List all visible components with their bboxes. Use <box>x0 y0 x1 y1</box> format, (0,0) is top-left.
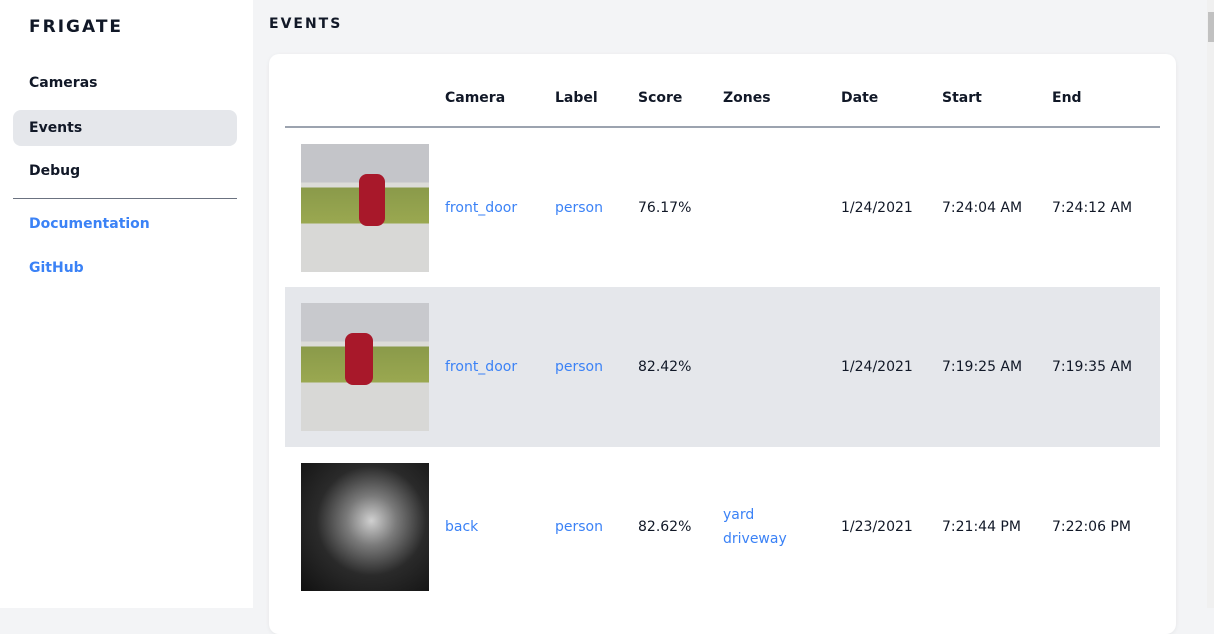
page-title: EVENTS <box>269 16 343 32</box>
label-link[interactable]: person <box>555 519 603 535</box>
end-time: 7:22:06 PM <box>1052 519 1131 535</box>
events-card: Camera Label Score Zones Date Start End … <box>269 54 1176 634</box>
scrollbar[interactable] <box>1207 0 1214 608</box>
scrollbar-thumb[interactable] <box>1208 12 1214 42</box>
table-row[interactable]: front_door person 76.17% 1/24/2021 7:24:… <box>285 127 1160 287</box>
events-table: Camera Label Score Zones Date Start End … <box>285 54 1160 607</box>
col-start: Start <box>942 54 1052 128</box>
date: 1/23/2021 <box>841 519 913 535</box>
end-time: 7:19:35 AM <box>1052 287 1160 447</box>
start-time: 7:21:44 PM <box>942 519 1021 535</box>
documentation-link[interactable]: Documentation <box>29 216 150 232</box>
start-time: 7:19:25 AM <box>942 287 1052 447</box>
sidebar-item-cameras[interactable]: Cameras <box>29 75 98 91</box>
label-link[interactable]: person <box>555 287 638 447</box>
label-link[interactable]: person <box>555 199 603 216</box>
event-thumbnail[interactable] <box>301 463 429 591</box>
sidebar-item-debug[interactable]: Debug <box>29 163 81 179</box>
start-time: 7:24:04 AM <box>942 199 1023 216</box>
zones <box>723 127 841 287</box>
col-zones: Zones <box>723 54 841 128</box>
camera-link[interactable]: front_door <box>445 199 518 216</box>
sidebar: FRIGATE Cameras Events Debug Documentati… <box>0 0 253 608</box>
end-time: 7:24:12 AM <box>1052 199 1133 216</box>
table-row[interactable]: front_door person 82.42% 1/24/2021 7:19:… <box>285 287 1160 447</box>
date: 1/24/2021 <box>841 287 942 447</box>
event-thumbnail[interactable] <box>301 303 429 431</box>
zone-link[interactable]: yard <box>723 507 755 523</box>
camera-link[interactable]: front_door <box>445 287 555 447</box>
col-score: Score <box>638 54 723 128</box>
camera-link[interactable]: back <box>445 519 479 535</box>
brand-logo: FRIGATE <box>29 17 124 37</box>
sidebar-item-events[interactable]: Events <box>13 110 237 146</box>
col-end: End <box>1052 54 1160 128</box>
score: 76.17% <box>638 199 692 216</box>
score: 82.42% <box>638 287 723 447</box>
col-camera: Camera <box>445 54 555 128</box>
date: 1/24/2021 <box>841 199 913 216</box>
github-link[interactable]: GitHub <box>29 260 84 276</box>
col-date: Date <box>841 54 942 128</box>
col-thumbnail <box>285 54 445 128</box>
zones: yard driveway <box>723 447 841 607</box>
table-row[interactable]: back person 82.62% yard driveway 1/23/202… <box>285 447 1160 607</box>
sidebar-divider <box>13 198 237 199</box>
zone-link[interactable]: driveway <box>723 531 787 547</box>
col-label: Label <box>555 54 638 128</box>
zones <box>723 287 841 447</box>
score: 82.62% <box>638 519 692 535</box>
event-thumbnail[interactable] <box>301 143 429 272</box>
